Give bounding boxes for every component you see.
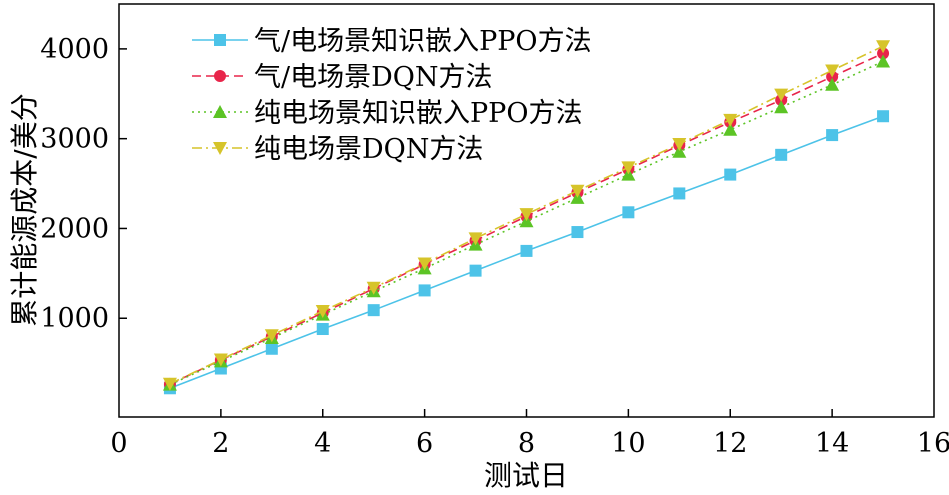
data-point	[877, 47, 890, 60]
legend-item: 纯电场景知识嵌入PPO方法	[192, 98, 582, 129]
axis-ticks: 0 2 4 6 8 10 12 14 16 1000 2000 3000 4000	[40, 34, 949, 459]
data-point	[265, 342, 278, 355]
data-point	[774, 88, 789, 102]
series-layer	[162, 40, 891, 395]
x-tick-label: 4	[314, 428, 331, 459]
data-point	[775, 148, 788, 161]
y-tick-label: 2000	[40, 213, 109, 244]
x-tick-label: 16	[917, 428, 949, 459]
legend-item: 纯电场景DQN方法	[192, 134, 483, 165]
data-point	[468, 232, 483, 246]
x-axis-title: 测试日	[484, 459, 568, 492]
legend-label: 气/电场景DQN方法	[254, 62, 493, 93]
data-point	[213, 353, 228, 367]
data-point	[723, 113, 738, 127]
data-point	[417, 257, 432, 271]
data-point	[621, 161, 636, 175]
data-point	[825, 64, 840, 78]
legend-label: 气/电场景知识嵌入PPO方法	[254, 26, 592, 57]
legend-label: 纯电场景DQN方法	[254, 134, 483, 165]
data-point	[876, 54, 891, 68]
data-point	[571, 226, 584, 239]
x-tick-label: 8	[518, 428, 535, 459]
data-point	[825, 77, 840, 91]
data-point	[672, 138, 687, 152]
data-point	[622, 206, 635, 219]
data-point	[367, 304, 380, 317]
y-tick-label: 1000	[40, 303, 109, 334]
data-point	[672, 144, 687, 158]
data-point	[264, 329, 279, 343]
y-tick-label: 3000	[40, 124, 109, 155]
x-tick-label: 10	[611, 428, 645, 459]
x-tick-label: 12	[713, 428, 747, 459]
x-tick-label: 0	[110, 428, 127, 459]
data-point	[520, 244, 533, 257]
legend-marker	[213, 105, 227, 118]
legend-marker	[213, 142, 227, 155]
data-point	[316, 323, 329, 336]
x-tick-label: 2	[212, 428, 229, 459]
data-point	[418, 284, 431, 297]
legend-marker	[214, 34, 226, 46]
data-point	[826, 129, 839, 142]
data-point	[315, 305, 330, 319]
x-tick-label: 14	[815, 428, 849, 459]
legend-marker	[214, 70, 226, 82]
legend-item: 气/电场景DQN方法	[192, 62, 493, 93]
data-point	[723, 122, 738, 136]
y-tick-label: 4000	[40, 34, 109, 65]
data-point	[519, 208, 534, 222]
data-point	[570, 184, 585, 198]
y-axis-title: 累计能源成本/美分	[8, 93, 41, 326]
data-point	[876, 40, 891, 54]
data-point	[366, 281, 381, 295]
series-1	[163, 110, 890, 395]
data-point	[469, 264, 482, 277]
data-point	[877, 110, 890, 123]
series-4	[162, 40, 891, 391]
legend-item: 气/电场景知识嵌入PPO方法	[192, 26, 592, 57]
legend-label: 纯电场景知识嵌入PPO方法	[254, 98, 582, 129]
legend: 气/电场景知识嵌入PPO方法气/电场景DQN方法纯电场景知识嵌入PPO方法纯电场…	[192, 26, 592, 165]
x-tick-label: 6	[416, 428, 433, 459]
data-point	[774, 100, 789, 114]
data-point	[724, 168, 737, 181]
data-point	[673, 187, 686, 200]
data-point	[162, 377, 177, 391]
